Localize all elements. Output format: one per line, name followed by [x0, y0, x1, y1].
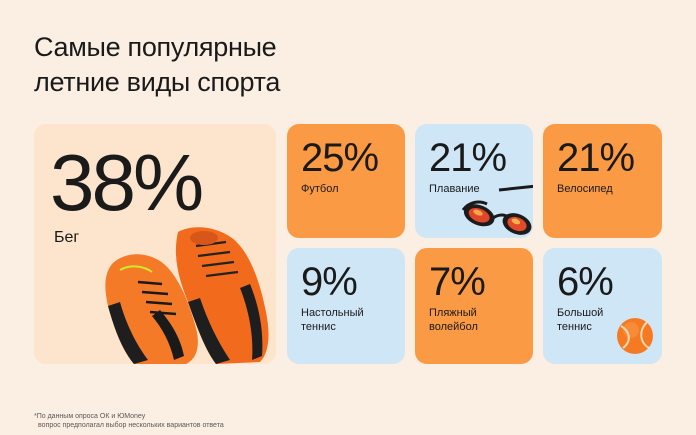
stat-card-cycling: 21% Велосипед [543, 124, 662, 238]
stat-percent: 25% [301, 136, 379, 180]
stat-card-tennis: 6% Большой теннис [543, 248, 662, 364]
sneakers-icon [105, 227, 269, 364]
stat-percent: 38% [50, 138, 204, 227]
stat-card-football: 25% Футбол [287, 124, 405, 238]
stat-label-line: Велосипед [557, 183, 613, 195]
stat-label-line: Настольный [301, 307, 364, 319]
footnote-line-2: вопрос предполагал выбор нескольких вари… [38, 422, 224, 429]
stat-label: Бег [54, 228, 79, 248]
stat-label-line: Пляжный [429, 307, 477, 319]
stat-percent: 21% [429, 136, 507, 180]
stat-label: Велосипед [557, 182, 613, 196]
stat-card-running: 38% Бег [34, 124, 276, 364]
stat-label-line: Бег [54, 229, 80, 246]
stat-card-swimming: 21% Плавание [415, 124, 533, 238]
stat-label: Плавание [429, 182, 480, 196]
stat-label: Настольный теннис [301, 306, 364, 334]
stat-percent: 21% [557, 136, 635, 180]
stat-label: Большой теннис [557, 306, 603, 334]
footnote-line-1: *По данным опроса ОК и ЮMoney [34, 413, 146, 420]
stat-percent: 6% [557, 260, 614, 304]
title-line-1: Самые популярные [34, 32, 277, 62]
footnote: *По данным опроса ОК и ЮMoney вопрос пре… [34, 412, 224, 430]
tennis-ball-icon [617, 318, 653, 354]
stat-label-line: Большой [557, 307, 604, 319]
page-title: Самые популярные летние виды спорта [34, 30, 454, 100]
stat-label-line: теннис [557, 321, 592, 333]
stat-label-line: Плавание [429, 183, 480, 195]
stat-card-table-tennis: 9% Настольный теннис [287, 248, 405, 364]
stat-label-line: теннис [301, 321, 336, 333]
title-line-2: летние виды спорта [34, 67, 281, 97]
stat-label: Футбол [301, 182, 339, 196]
stat-card-beach-volleyball: 7% Пляжный волейбол [415, 248, 533, 364]
stat-label-line: волейбол [429, 321, 478, 333]
stat-percent: 9% [301, 260, 358, 304]
swim-goggles-icon [461, 184, 533, 235]
stat-percent: 7% [429, 260, 486, 304]
stat-label: Пляжный волейбол [429, 306, 478, 334]
stat-label-line: Футбол [301, 183, 339, 195]
